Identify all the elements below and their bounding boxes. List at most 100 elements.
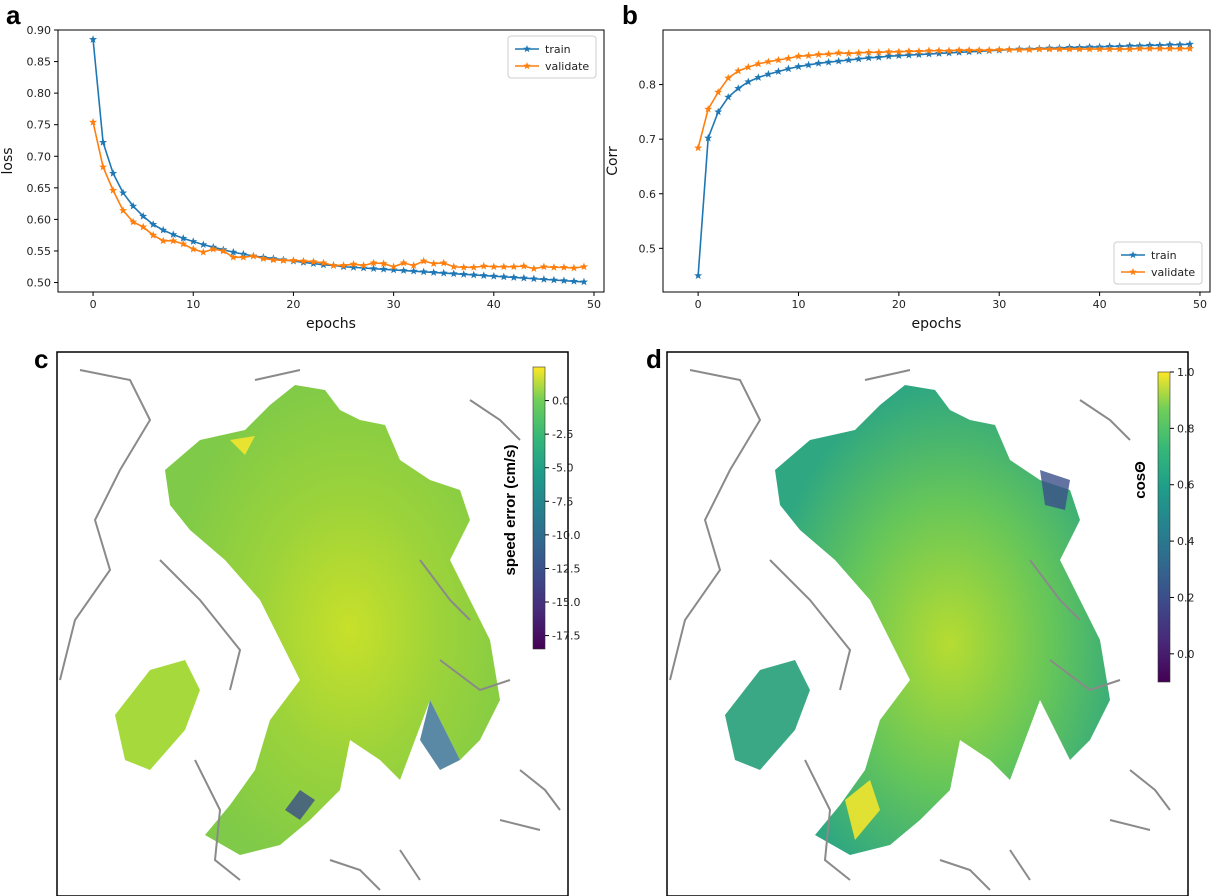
- data-point-validate: [1105, 44, 1114, 53]
- map-c-colorbar: [532, 366, 546, 650]
- data-point-validate: [874, 48, 883, 56]
- x-axis-label: epochs: [912, 316, 962, 332]
- data-point-validate: [704, 104, 713, 113]
- data-point-validate: [509, 262, 518, 271]
- data-point-train: [179, 234, 188, 242]
- data-point-validate: [139, 222, 148, 231]
- legend-marker-train: [1129, 251, 1137, 259]
- map-d-colorbar-ticks: 1.0 0.8 0.6 0.4 0.2 0.0: [1170, 366, 1195, 661]
- data-point-validate: [995, 45, 1004, 54]
- y-tick-label: 0.5: [639, 242, 657, 255]
- y-tick-label: 0.65: [27, 182, 52, 195]
- map-d-colorbar: [1157, 371, 1171, 683]
- x-tick-label: 10: [791, 298, 805, 311]
- x-tick-label: 0: [90, 298, 97, 311]
- data-point-train: [539, 275, 548, 283]
- data-point-validate: [219, 246, 228, 255]
- data-point-train: [429, 268, 438, 276]
- data-point-validate: [1125, 44, 1134, 53]
- data-point-validate: [955, 46, 964, 54]
- colorbar-tick-label: 1.0: [1177, 366, 1195, 379]
- plot-area-frame: [57, 29, 605, 293]
- data-point-train: [149, 220, 158, 228]
- map-d-cos-theta: 1.0 0.8 0.6 0.4 0.2 0.0 cosΘ: [666, 351, 1195, 896]
- data-point-train: [894, 51, 903, 60]
- data-point-validate: [369, 258, 378, 267]
- data-point-validate: [339, 261, 348, 269]
- data-point-train: [389, 265, 398, 274]
- data-point-validate: [1065, 44, 1074, 53]
- colorbar-tick-label: 0.2: [1177, 591, 1195, 604]
- map-c-error-hotspot: [420, 700, 460, 770]
- data-point-train: [874, 53, 883, 61]
- data-point-train: [199, 240, 208, 249]
- data-point-train: [399, 266, 408, 274]
- data-point-validate: [924, 46, 933, 55]
- data-point-validate: [409, 261, 418, 269]
- data-point-validate: [914, 47, 923, 55]
- data-point-validate: [539, 262, 548, 271]
- data-point-validate: [1185, 44, 1194, 52]
- data-point-validate: [1175, 44, 1184, 52]
- data-point-train: [864, 53, 873, 62]
- legend-label-train: train: [1151, 249, 1177, 262]
- data-point-train: [459, 270, 468, 278]
- data-point-validate: [1045, 44, 1054, 53]
- colorbar-tick-label: -7.5: [552, 495, 573, 508]
- data-point-train: [955, 48, 964, 56]
- data-point-validate: [965, 46, 974, 54]
- data-point-train: [99, 138, 108, 146]
- data-point-validate: [239, 253, 248, 261]
- data-point-train: [824, 58, 833, 66]
- panel-letter-a: a: [6, 0, 21, 30]
- data-point-train: [419, 267, 428, 276]
- data-point-train: [914, 50, 923, 58]
- data-point-validate: [229, 253, 238, 261]
- colorbar-tick-label: -2.5: [552, 428, 573, 441]
- data-point-validate: [894, 47, 903, 56]
- data-point-validate: [319, 258, 328, 267]
- data-point-train: [569, 277, 578, 285]
- map-d-colorbar-label: cosΘ: [1132, 461, 1149, 499]
- data-point-validate: [109, 186, 118, 194]
- data-point-train: [159, 225, 168, 234]
- y-tick-label: 0.7: [639, 133, 657, 146]
- legend-label-validate: validate: [545, 60, 589, 73]
- y-tick-label: 0.6: [639, 188, 657, 201]
- data-point-validate: [269, 255, 278, 264]
- data-point-train: [529, 274, 538, 283]
- data-point-validate: [379, 259, 388, 267]
- y-tick-label: 0.50: [27, 277, 52, 290]
- data-point-validate: [349, 260, 358, 268]
- data-point-validate: [724, 73, 733, 82]
- map-c-hudson-bay: [115, 660, 200, 770]
- data-point-train: [109, 169, 118, 177]
- x-tick-label: 10: [186, 298, 200, 311]
- colorbar-tick-label: 0.8: [1177, 422, 1195, 435]
- x-tick-label: 50: [1193, 298, 1207, 311]
- data-point-validate: [694, 143, 703, 152]
- legend: train validate: [1113, 241, 1203, 285]
- data-point-train: [439, 268, 448, 277]
- data-point-validate: [1115, 44, 1124, 53]
- data-point-validate: [449, 262, 458, 271]
- data-point-train: [119, 188, 128, 197]
- data-point-train: [189, 237, 198, 245]
- data-point-validate: [1135, 44, 1144, 52]
- data-point-train: [1185, 39, 1194, 48]
- data-point-validate: [89, 117, 98, 126]
- panel-letter-d: d: [646, 344, 662, 374]
- data-point-validate: [399, 258, 408, 267]
- legend: train validate: [507, 35, 597, 79]
- data-point-validate: [834, 48, 843, 57]
- data-point-train: [89, 35, 98, 43]
- data-point-train: [794, 62, 803, 70]
- data-point-validate: [824, 49, 833, 58]
- y-tick-label: 0.75: [27, 119, 52, 132]
- map-c-error-hotspot: [285, 790, 315, 820]
- data-point-validate: [209, 244, 218, 253]
- data-point-train: [764, 70, 773, 78]
- data-point-train: [509, 273, 518, 281]
- map-c-coastline: [59, 369, 561, 891]
- data-point-validate: [1075, 44, 1084, 53]
